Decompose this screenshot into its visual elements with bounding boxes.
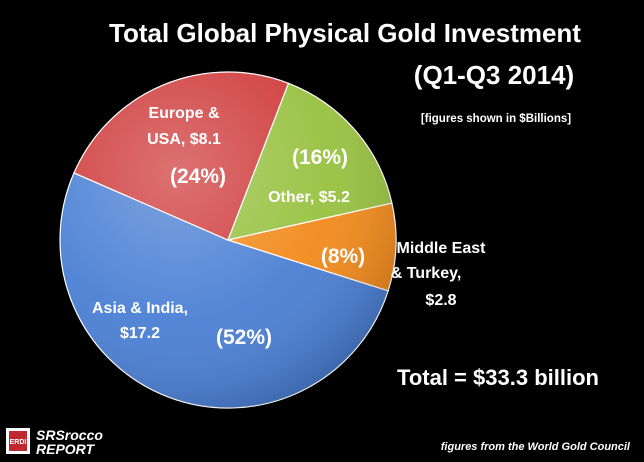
- pie-labels: Asia & India, $17.2 (52%) Europe & USA, $8.1…: [92, 105, 486, 349]
- slice-percent-other: (16%): [292, 146, 348, 169]
- srsrocco-logo: ERDI SRSrocco REPORT: [6, 427, 103, 457]
- slice-percent-asia-india: (52%): [216, 326, 272, 349]
- slice-label-asia-india-line-1: Asia & India,: [92, 300, 188, 317]
- source-note: figures from the World Gold Council: [441, 441, 631, 453]
- slice-label-middle-east-turkey-line-1: Middle East: [397, 240, 487, 257]
- logo-badge-inner: [9, 431, 27, 451]
- units-note: [figures shown in $Billions]: [421, 113, 571, 125]
- chart-subtitle: (Q1-Q3 2014): [414, 60, 574, 90]
- slice-percent-middle-east-turkey: (8%): [321, 245, 365, 268]
- slice-label-europe-usa-line-2: USA, $8.1: [147, 131, 221, 148]
- pie-chart: [59, 71, 397, 409]
- slice-label-middle-east-turkey-line-3: $2.8: [425, 292, 456, 309]
- chart-title: Total Global Physical Gold Investment: [109, 18, 581, 48]
- slice-label-middle-east-turkey-line-2: & Turkey,: [391, 265, 462, 282]
- slice-label-europe-usa-line-1: Europe &: [148, 105, 220, 122]
- logo-badge-text: ERDI: [10, 439, 27, 446]
- slice-label-asia-india-line-2: $17.2: [120, 325, 160, 342]
- total-label: Total = $33.3 billion: [397, 365, 599, 390]
- logo-top-text: SRSrocco: [36, 427, 103, 443]
- logo-bottom-text: REPORT: [36, 441, 96, 457]
- slice-percent-europe-usa: (24%): [170, 165, 226, 188]
- slice-label-other-line-1: Other, $5.2: [268, 189, 350, 206]
